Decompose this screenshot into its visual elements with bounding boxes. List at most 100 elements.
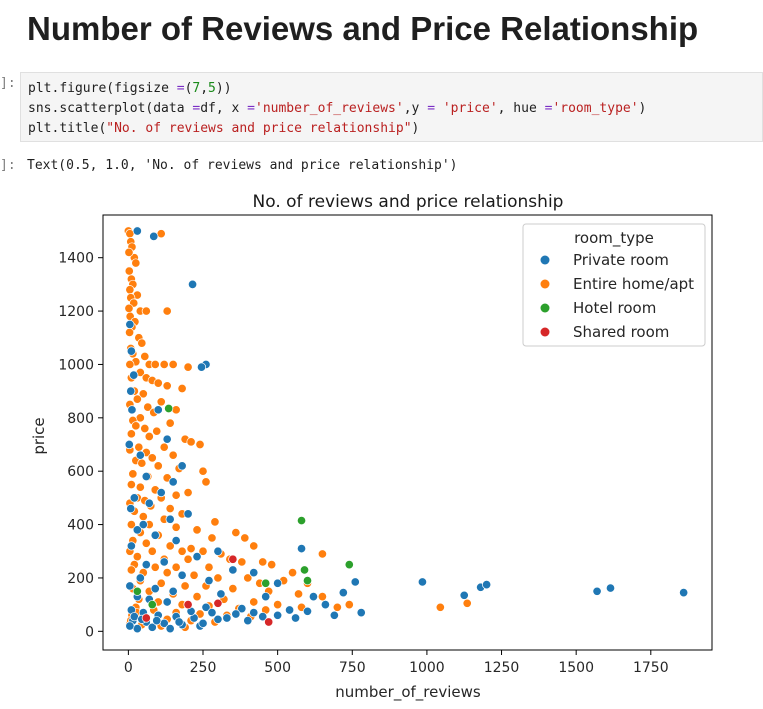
data-point [168, 450, 178, 460]
data-point [147, 600, 157, 610]
data-point [144, 431, 154, 442]
data-point [171, 536, 181, 546]
code-token: . [51, 81, 60, 96]
data-point [462, 598, 472, 608]
code-token: , hue [497, 101, 545, 116]
x-tick-label: 0 [124, 660, 133, 676]
legend-entry-label: Shared room [573, 323, 669, 341]
data-point [132, 226, 142, 236]
code-token: (data [145, 101, 193, 116]
data-point [417, 577, 427, 587]
data-point [192, 552, 202, 562]
data-point [195, 439, 205, 450]
data-point [159, 359, 169, 369]
data-point [189, 570, 199, 580]
data-point [198, 618, 208, 628]
data-point [126, 479, 136, 490]
data-point [201, 602, 211, 612]
data-point [329, 610, 339, 620]
data-point [296, 516, 307, 526]
points-layer [123, 226, 689, 634]
data-point [237, 557, 247, 567]
data-point [196, 362, 207, 372]
data-point [320, 600, 330, 610]
data-point [168, 477, 178, 487]
legend-marker [540, 327, 550, 337]
data-point [141, 538, 151, 548]
x-tick-label: 1250 [484, 660, 520, 676]
data-point [249, 608, 259, 618]
code-token: 5 [208, 81, 216, 96]
data-point [171, 405, 181, 415]
data-point [128, 469, 138, 479]
data-point [207, 533, 217, 543]
data-point [180, 581, 190, 591]
code-cell[interactable]: plt.figure(figsize =(7,5)) sns.scatterpl… [20, 72, 763, 142]
data-point [216, 589, 226, 599]
data-point [231, 609, 241, 619]
data-point [152, 426, 162, 436]
data-point [317, 592, 327, 602]
data-point [183, 509, 193, 519]
x-tick-label: 250 [190, 660, 217, 676]
data-point [288, 568, 298, 578]
data-point [126, 520, 136, 530]
data-point [183, 600, 193, 610]
data-point [131, 421, 141, 431]
legend-box [522, 223, 706, 347]
data-point [156, 397, 166, 407]
code-token: title [59, 121, 99, 136]
data-point [165, 504, 175, 514]
data-point [147, 546, 157, 556]
y-tick-label: 800 [67, 411, 94, 427]
data-point [592, 586, 602, 596]
y-tick-label: 400 [67, 518, 94, 534]
data-point [338, 588, 348, 598]
data-point [138, 389, 148, 399]
data-point [302, 576, 313, 586]
data-point [237, 604, 247, 614]
code-token: = [192, 101, 201, 116]
data-point [144, 498, 154, 508]
legend-marker [540, 279, 550, 289]
data-point [165, 418, 175, 428]
data-point [127, 405, 137, 415]
y-tick-label: 600 [67, 464, 94, 480]
code-token: plt [28, 81, 52, 96]
data-point [152, 616, 162, 626]
data-point [299, 565, 310, 575]
data-point [141, 471, 151, 482]
data-point [302, 606, 313, 616]
data-point [141, 560, 151, 570]
data-point [249, 568, 259, 578]
data-point [198, 546, 208, 556]
data-point [132, 552, 142, 562]
y-tick-label: 0 [85, 624, 94, 640]
data-point [228, 565, 238, 575]
data-point [150, 584, 160, 594]
data-point [131, 258, 141, 268]
data-point [207, 608, 217, 618]
legend-entry-label: Hotel room [573, 299, 656, 317]
data-point [171, 522, 181, 532]
code-token: plt [28, 121, 52, 136]
data-point [153, 405, 163, 415]
data-point [459, 590, 469, 600]
data-point [213, 614, 223, 624]
data-point [162, 597, 172, 607]
data-point [124, 303, 134, 313]
data-point [243, 616, 253, 626]
data-point [137, 338, 147, 348]
data-point [177, 546, 187, 556]
data-point [138, 512, 148, 522]
plot-frame [102, 214, 713, 651]
code-line-2: sns.scatterplot(data =df, x ='number_of_… [28, 101, 646, 116]
data-point [264, 617, 274, 627]
data-point [291, 613, 301, 623]
data-point [129, 370, 139, 380]
data-point [162, 568, 172, 578]
data-point [147, 453, 157, 463]
data-point [132, 525, 142, 535]
series-entire-home-apt [123, 226, 472, 632]
code-token: ( [98, 121, 107, 136]
